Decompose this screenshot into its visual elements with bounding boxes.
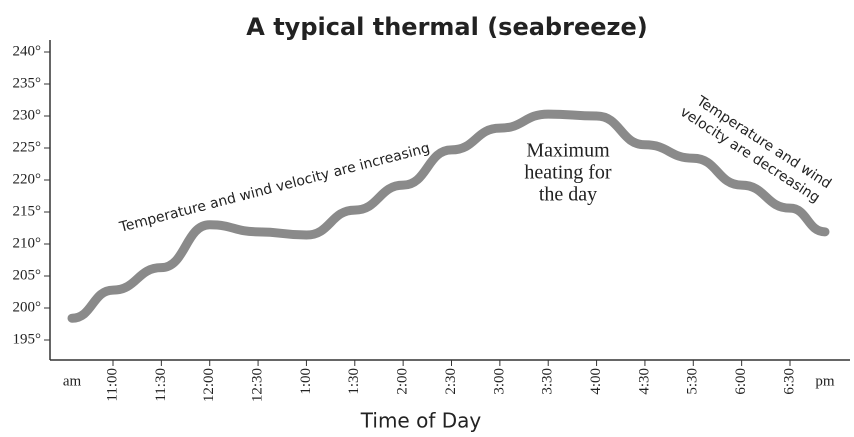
x-tick-label: 3:00 [491,368,507,395]
annotation-text: the day [539,184,597,206]
y-tick-label: 235° [13,75,42,91]
x-tick-label: 4:00 [588,368,604,395]
x-tick-label: 12:00 [201,368,217,402]
y-tick-label: 220° [13,171,42,187]
x-tick-label: 3:30 [540,368,556,395]
x-tick-label: 2:00 [395,368,411,395]
x-tick-label: 1:30 [346,368,362,395]
y-tick-label: 205° [13,267,42,283]
annotation-text: heating for [524,162,612,184]
x-tick-label: pm [815,373,835,389]
x-axis-label: Time of Day [360,409,482,433]
chart-title: A typical thermal (seabreeze) [246,13,647,41]
line-series [67,109,830,323]
annotation-text: Maximum [526,140,610,162]
x-tick-label: 11:00 [104,368,120,402]
x-tick-label: 6:00 [733,368,749,395]
x-tick-label: 6:30 [781,368,797,395]
y-tick-label: 240° [13,43,42,59]
y-tick-label: 200° [13,299,42,315]
x-tick-label: 1:00 [298,368,314,395]
x-tick-label: 2:30 [443,368,459,395]
y-tick-label: 210° [13,235,42,251]
x-tick-label: 12:30 [250,368,266,402]
y-tick-label: 230° [13,107,42,123]
x-tick-label: 5:30 [685,368,701,395]
annotation-text: Temperature and wind [693,93,834,192]
x-tick-label: 4:30 [636,368,652,395]
y-tick-label: 225° [13,139,42,155]
x-tick-label: 11:30 [153,368,169,402]
y-tick-label: 195° [13,331,42,347]
y-tick-label: 215° [13,203,42,219]
x-tick-label: am [63,373,82,389]
